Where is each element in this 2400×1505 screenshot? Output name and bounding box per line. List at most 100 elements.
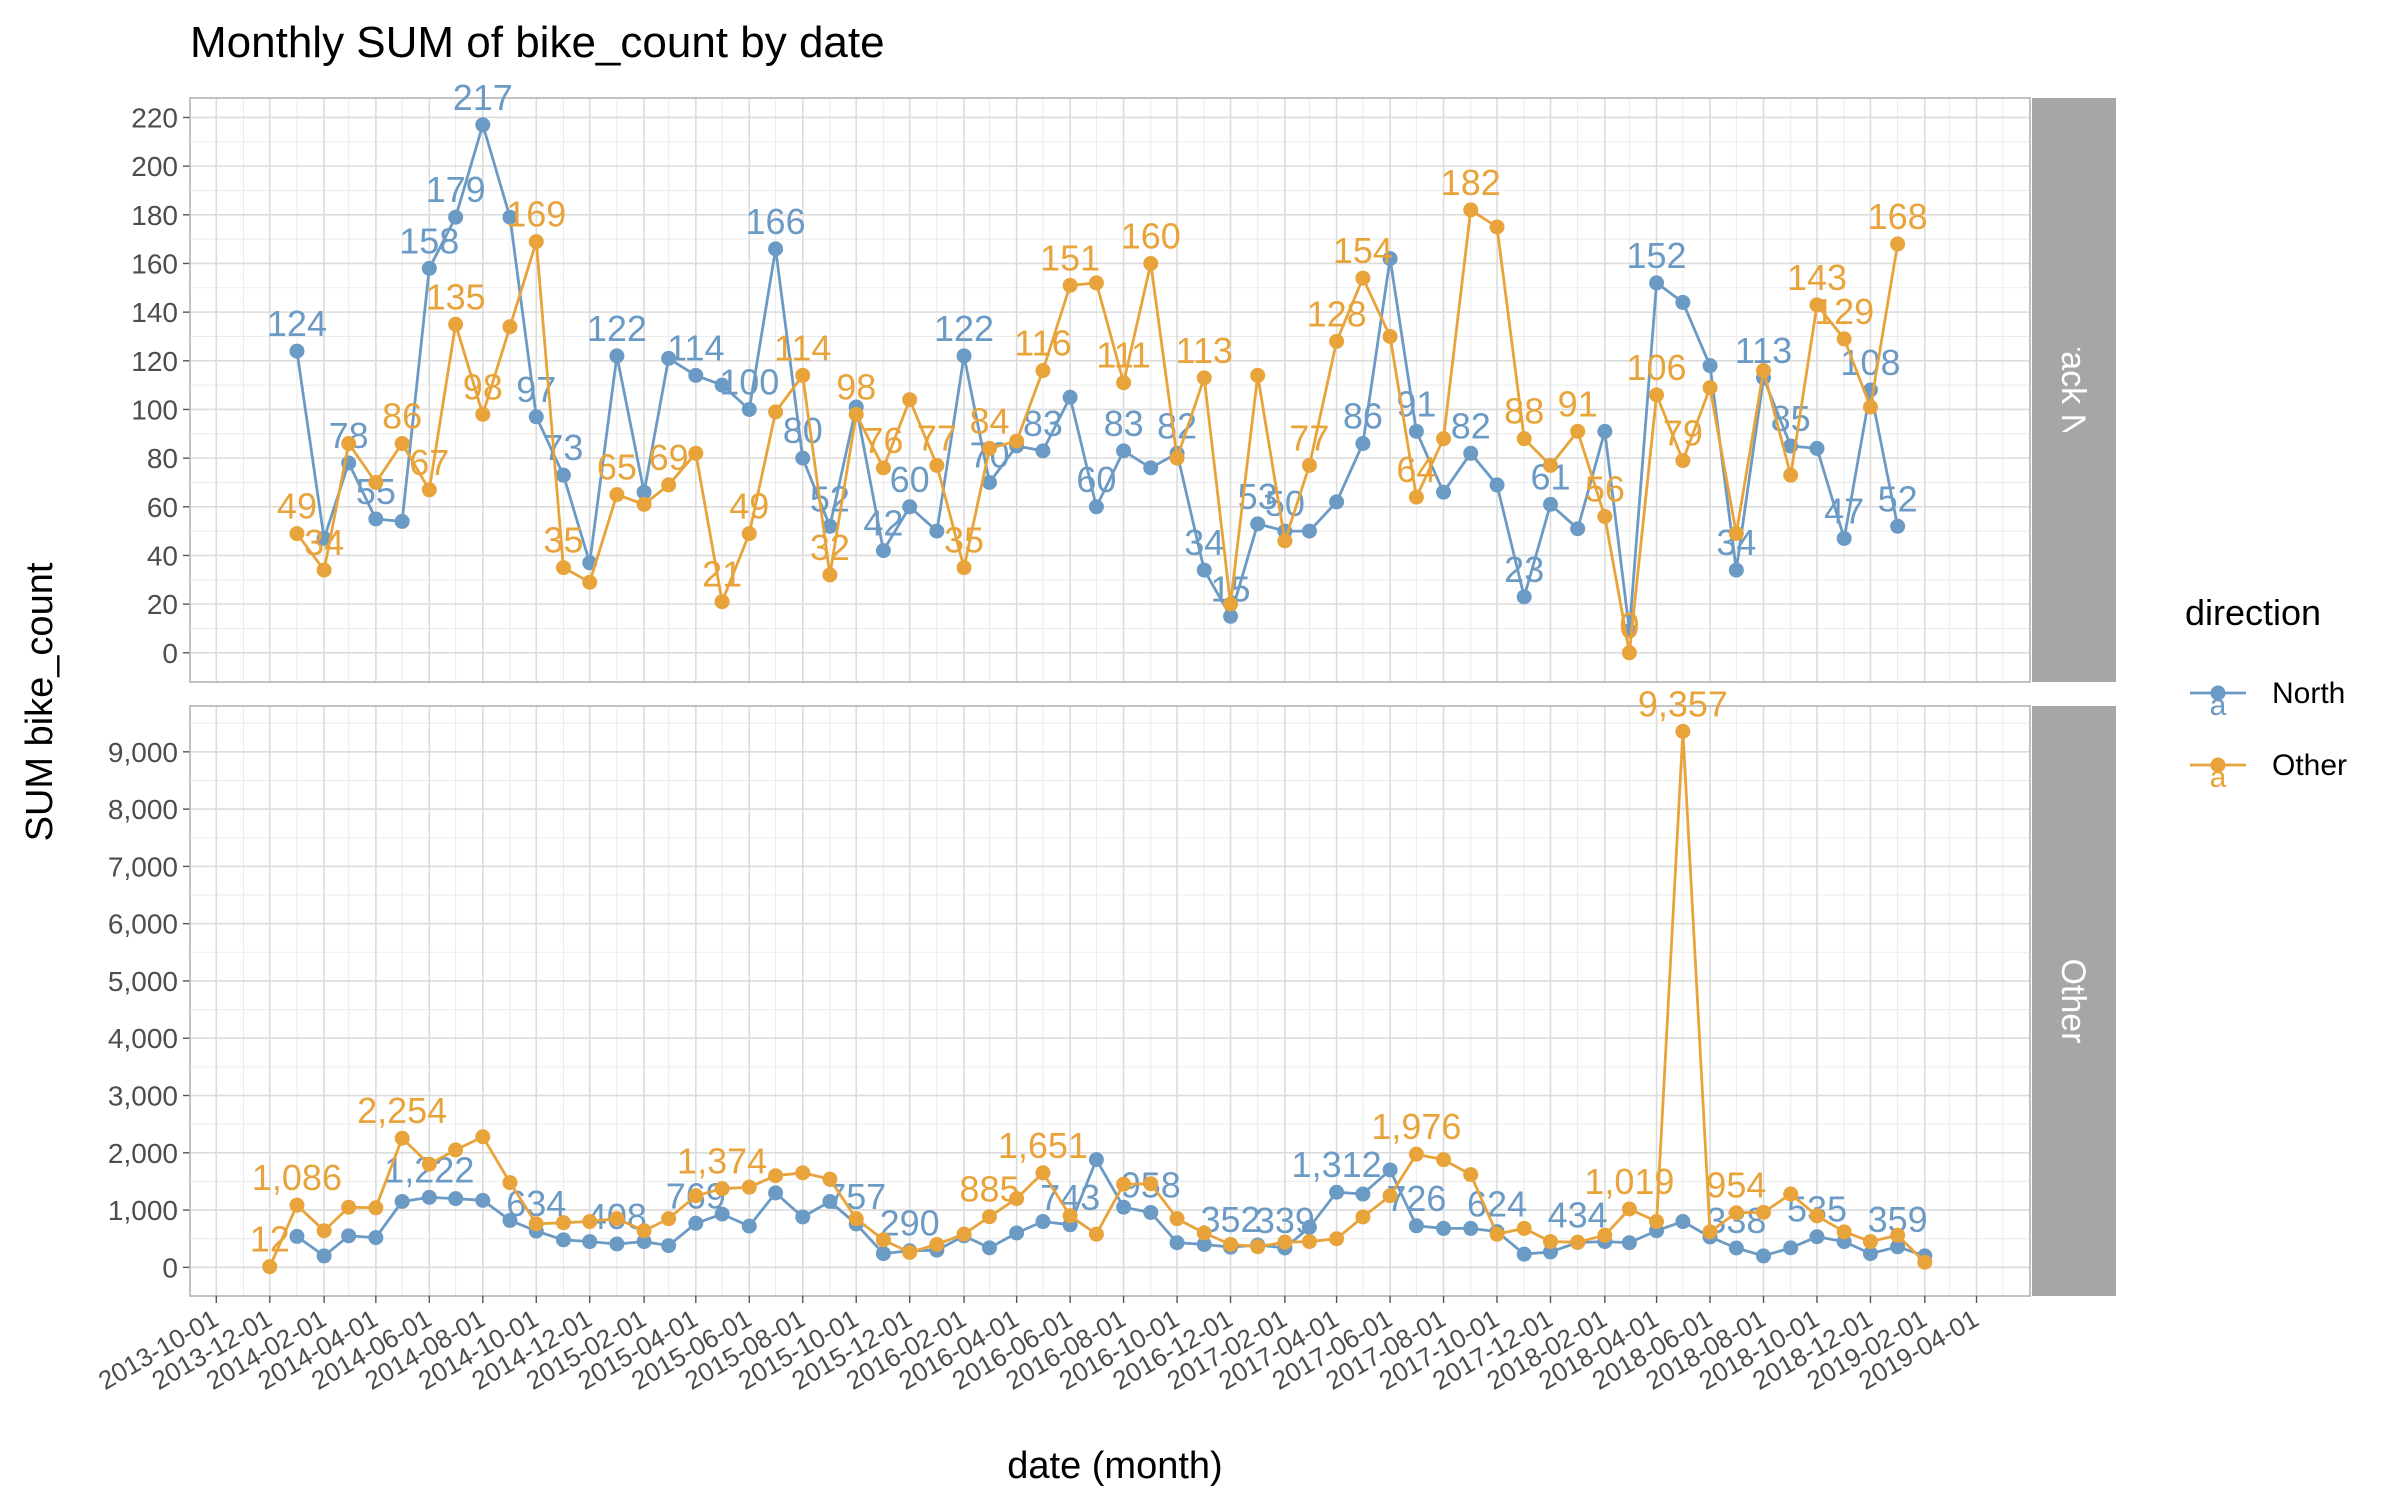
data-label: 108 [1840,342,1900,383]
data-point [1169,1211,1185,1227]
data-point [741,1218,757,1234]
data-point [1890,236,1906,252]
data-point [1088,1152,1104,1168]
data-label: 154 [1333,230,1393,271]
chart-title: Monthly SUM of bike_count by date [190,18,885,67]
data-point [262,1259,278,1275]
data-point [1009,1191,1025,1207]
data-point [1329,333,1345,349]
data-point [1250,516,1266,532]
data-point [1062,1208,1078,1224]
data-point [448,316,464,332]
y-tick-label: 180 [131,200,178,231]
data-point [1675,453,1691,469]
data-point [661,1211,677,1227]
data-label: 166 [746,201,806,242]
data-point [981,474,997,490]
data-point [929,523,945,539]
data-point [1675,723,1691,739]
data-point [555,467,571,483]
data-point [768,404,784,420]
data-point [1355,1209,1371,1225]
data-point [768,1168,784,1184]
data-point [795,1209,811,1225]
data-label: 2,254 [357,1090,447,1131]
data-point [341,1199,357,1215]
data-label: 113 [1176,330,1233,371]
data-label: 65 [597,447,637,488]
data-point [1516,1220,1532,1236]
data-point [316,562,332,578]
y-tick-label: 40 [147,540,178,571]
data-label: 60 [1076,459,1116,500]
data-point [1756,1204,1772,1220]
data-point [582,574,598,590]
data-point [582,1234,598,1250]
data-point [394,513,410,529]
data-point [1088,275,1104,291]
data-point [795,1165,811,1181]
data-point [688,1215,704,1231]
data-label: 885 [959,1169,1019,1210]
data-point [394,1193,410,1209]
data-point [741,1179,757,1195]
data-label: 42 [863,503,903,544]
facet-panel: 0 1,000 2,000 3,000 4,000 5,000 6,000 7,000 8,00… [108,683,2116,1297]
data-point [316,530,332,546]
data-point [636,1234,652,1250]
data-point [1542,496,1558,512]
y-tick-label: 9,000 [108,737,178,768]
data-point [741,526,757,542]
data-point [1702,358,1718,374]
data-label: 12 [250,1219,290,1260]
data-point [555,560,571,576]
y-axis-title: SUM bike_count [19,562,61,841]
data-label: 434 [1548,1194,1608,1235]
y-tick-label: 120 [131,346,178,377]
data-label: 47 [1824,490,1864,531]
y-tick-label: 1,000 [108,1195,178,1226]
data-point [528,234,544,250]
data-point [768,241,784,257]
data-point [421,482,437,498]
data-point [289,1228,305,1244]
data-point [1382,328,1398,344]
data-point [1035,1214,1051,1230]
data-label: 86 [382,396,422,437]
data-label: 35 [944,520,984,561]
data-point [448,1191,464,1207]
data-point [1783,1186,1799,1202]
data-point [1489,477,1505,493]
data-label: 954 [1706,1165,1766,1206]
data-point [1116,443,1132,459]
data-point [1809,440,1825,456]
data-point [1489,219,1505,235]
data-point [368,474,384,490]
data-point [1783,1240,1799,1256]
data-point [502,1212,518,1228]
data-label: 67 [409,442,449,483]
data-point [1728,562,1744,578]
y-tick-label: 5,000 [108,966,178,997]
data-point [1277,533,1293,549]
data-point [475,406,491,422]
data-point [1917,1254,1933,1270]
data-point [421,260,437,276]
data-label: 143 [1787,257,1847,298]
data-point [1489,1226,1505,1242]
data-label: 114 [774,327,831,368]
data-point [341,1228,357,1244]
data-point [1329,1184,1345,1200]
data-point [1463,445,1479,461]
data-point [688,367,704,383]
legend-key-glyph: a [2210,761,2227,794]
data-point [1035,443,1051,459]
data-point [1035,1165,1051,1181]
legend-key-point [2210,757,2226,773]
data-point [1355,270,1371,286]
data-label: 1,312 [1292,1144,1382,1185]
panel-border [189,97,2031,683]
data-point [768,1185,784,1201]
data-point [822,518,838,534]
